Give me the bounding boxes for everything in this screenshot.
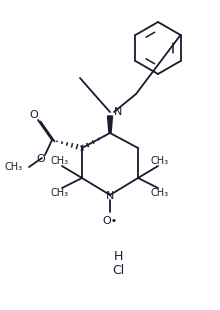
Text: O•: O• <box>102 216 118 226</box>
Text: N: N <box>106 191 114 201</box>
Text: CH₃: CH₃ <box>5 162 23 172</box>
Text: CH₃: CH₃ <box>151 188 169 198</box>
Polygon shape <box>108 116 112 133</box>
Text: N: N <box>114 107 122 117</box>
Text: O: O <box>30 110 38 120</box>
Text: Cl: Cl <box>112 264 124 277</box>
Text: O: O <box>37 154 45 164</box>
Text: CH₃: CH₃ <box>151 156 169 166</box>
Text: CH₃: CH₃ <box>51 188 69 198</box>
Text: CH₃: CH₃ <box>51 156 69 166</box>
Text: H: H <box>113 250 123 264</box>
